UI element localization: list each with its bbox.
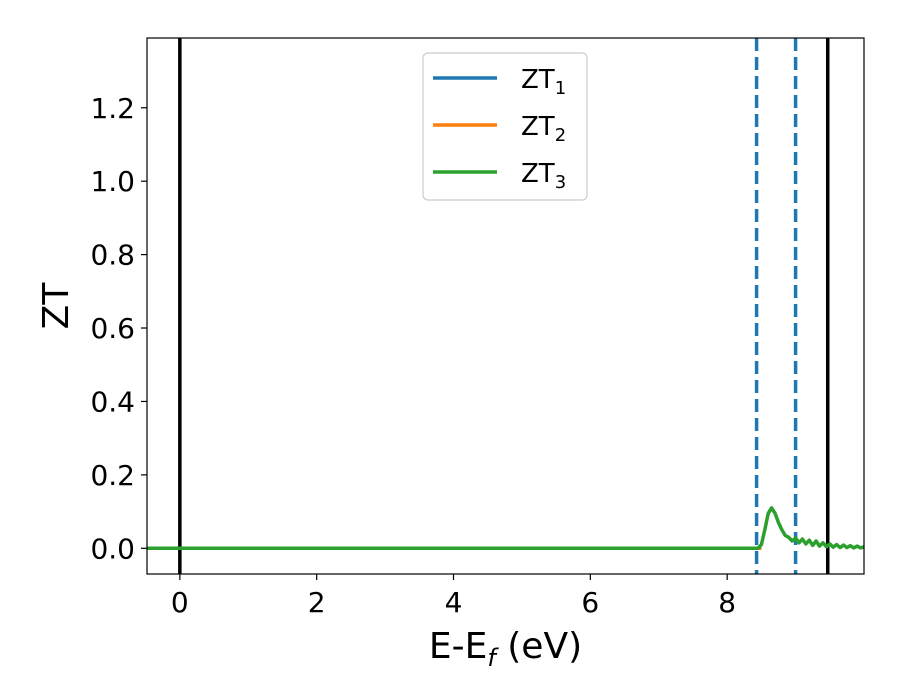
y-tick-label: 0.2 xyxy=(90,459,135,492)
x-ticks: 0 2 4 6 8 xyxy=(171,574,736,619)
vertical-lines xyxy=(178,38,830,574)
x-tick-label: 0 xyxy=(171,586,189,619)
legend-label-3: ZT3 xyxy=(521,159,566,193)
y-ticks: 0.0 0.2 0.4 0.6 0.8 1.0 1.2 xyxy=(90,92,147,565)
legend-box xyxy=(422,52,588,201)
series-line-3 xyxy=(147,506,864,551)
x-tick-label: 6 xyxy=(581,586,599,619)
y-tick-label: 0.4 xyxy=(90,385,135,418)
y-tick-label: 1.2 xyxy=(90,92,135,125)
y-axis-label: ZT xyxy=(36,282,77,330)
series-lines xyxy=(147,506,864,551)
y-tick-label: 0.6 xyxy=(90,312,135,345)
x-axis-label: E-Ef (eV) xyxy=(429,626,582,672)
x-tick-label: 8 xyxy=(718,586,736,619)
legend-label-1: ZT1 xyxy=(521,65,566,99)
legend: ZT1 ZT2 ZT3 xyxy=(422,52,588,201)
x-tick-label: 2 xyxy=(308,586,326,619)
x-axis-label-unit: (eV) xyxy=(496,626,582,667)
x-tick-label: 4 xyxy=(445,586,463,619)
y-tick-label: 0.0 xyxy=(90,532,135,565)
y-tick-label: 1.0 xyxy=(90,165,135,198)
axes-frame xyxy=(146,37,865,575)
y-tick-label: 0.8 xyxy=(90,239,135,272)
x-axis-label-main: E-E xyxy=(429,626,487,667)
legend-label-2: ZT2 xyxy=(521,112,566,146)
